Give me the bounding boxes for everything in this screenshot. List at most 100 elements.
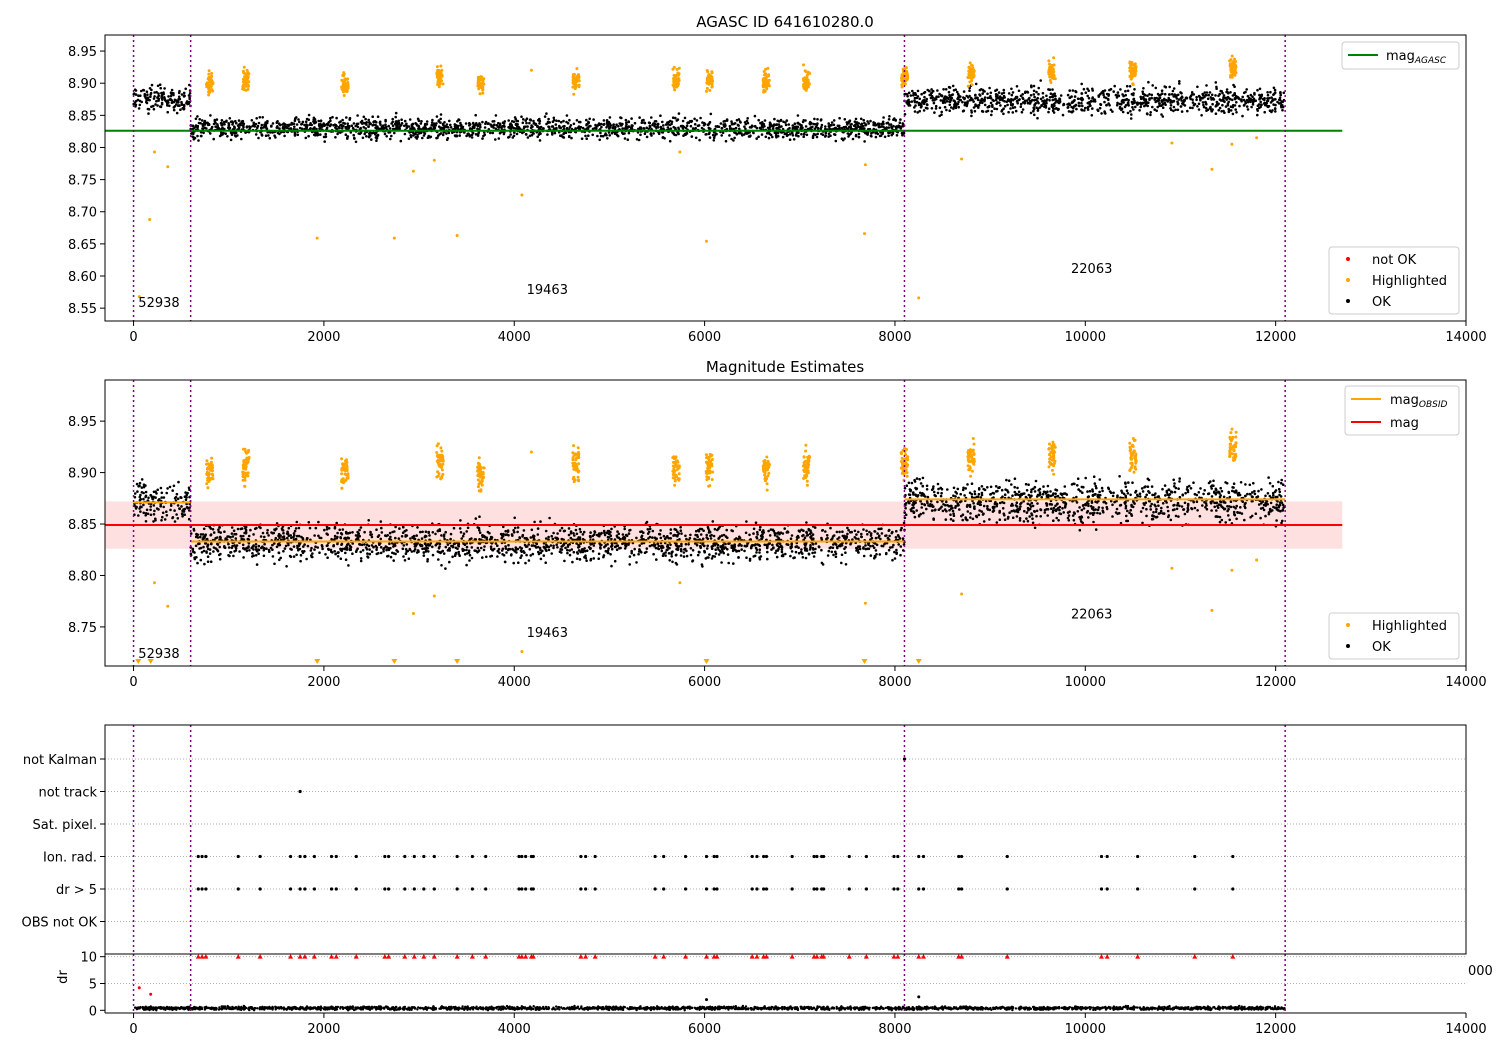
ok-point <box>712 139 716 142</box>
highlighted-point <box>207 72 211 76</box>
ok-point <box>1153 98 1156 101</box>
highlighted-point <box>802 63 805 67</box>
ok-point <box>152 107 156 111</box>
ok-point <box>1103 89 1107 92</box>
ok-point <box>721 131 725 134</box>
highlighted-point <box>1128 66 1132 70</box>
ok-point <box>1066 93 1070 97</box>
ok-point <box>1111 110 1114 113</box>
ok-point <box>1049 92 1053 95</box>
ok-point <box>522 118 525 121</box>
ok-point <box>223 546 227 550</box>
ok-point <box>1273 91 1277 94</box>
ok-point <box>524 119 527 122</box>
highlighted-point <box>673 88 677 92</box>
ok-point <box>584 556 588 560</box>
ok-point <box>1036 107 1040 110</box>
ok-point <box>558 126 561 129</box>
ok-point <box>637 552 640 556</box>
ok-point <box>706 544 709 548</box>
ok-point <box>997 91 1001 94</box>
ok-point <box>1091 107 1094 110</box>
ok-point <box>857 537 860 541</box>
ok-point <box>1007 110 1010 114</box>
ok-point <box>234 119 237 123</box>
ok-point <box>145 90 149 93</box>
ok-point <box>734 131 737 135</box>
ok-point <box>743 549 746 553</box>
ok-point <box>738 536 742 540</box>
ok-point <box>1044 106 1048 109</box>
ok-point <box>920 92 923 96</box>
ok-point <box>940 113 943 116</box>
outlier-point <box>863 232 866 236</box>
ok-point <box>797 134 800 138</box>
ok-point <box>596 134 599 138</box>
ok-point <box>1013 106 1017 109</box>
ok-point <box>849 123 852 126</box>
outlier-point <box>315 236 319 240</box>
highlighted-point <box>677 79 681 83</box>
ok-point <box>363 543 366 546</box>
ok-point <box>516 127 520 131</box>
ok-point <box>144 490 148 494</box>
ok-point <box>711 133 715 137</box>
ok-point <box>299 559 302 563</box>
ok-point <box>1235 101 1238 104</box>
ok-point <box>351 531 354 534</box>
ok-point <box>1005 100 1008 104</box>
ok-point <box>160 491 164 495</box>
ok-point <box>888 546 892 549</box>
ok-point <box>874 135 878 139</box>
ok-point <box>970 114 973 118</box>
ok-point <box>148 87 152 90</box>
ok-point <box>862 118 865 122</box>
ok-point <box>755 126 759 130</box>
ok-point <box>1269 101 1273 104</box>
ok-point <box>1180 95 1184 98</box>
ok-point <box>478 515 481 518</box>
ok-point <box>334 136 337 139</box>
ok-point <box>551 133 554 136</box>
ok-point <box>1128 85 1132 88</box>
ok-point <box>562 127 566 131</box>
ok-point <box>228 117 232 120</box>
ok-point <box>160 496 163 499</box>
ok-point <box>1279 91 1282 94</box>
ok-point <box>1080 101 1083 105</box>
ok-point <box>743 121 747 124</box>
ok-point <box>408 118 412 121</box>
ok-point <box>206 555 210 558</box>
ok-point <box>768 121 772 124</box>
ok-point <box>500 536 504 540</box>
ok-point <box>538 122 541 125</box>
highlighted-point <box>708 88 712 92</box>
ok-point <box>863 140 866 143</box>
ok-point <box>824 125 827 128</box>
ok-point <box>181 515 184 518</box>
ok-point <box>407 125 411 128</box>
highlighted-point <box>675 85 679 89</box>
highlighted-point <box>481 91 485 95</box>
ok-point <box>525 553 528 557</box>
highlighted-point <box>210 71 214 75</box>
ok-point <box>1169 98 1172 102</box>
ok-point <box>1224 96 1227 100</box>
ok-point <box>512 561 515 565</box>
ok-point <box>682 551 686 554</box>
ok-point <box>1032 93 1036 96</box>
highlighted-point <box>1052 77 1056 80</box>
ok-point <box>1170 93 1174 96</box>
ok-point <box>652 132 655 135</box>
ok-point <box>1217 94 1220 98</box>
ok-point <box>173 98 177 102</box>
highlighted-point <box>207 90 211 93</box>
ok-point <box>245 125 249 128</box>
ok-point <box>1199 98 1202 102</box>
ok-point <box>1061 113 1065 117</box>
ok-point <box>438 545 441 548</box>
ok-point <box>1277 102 1281 105</box>
ok-point <box>140 89 143 93</box>
ok-point <box>557 119 561 123</box>
ok-point <box>1021 97 1025 101</box>
